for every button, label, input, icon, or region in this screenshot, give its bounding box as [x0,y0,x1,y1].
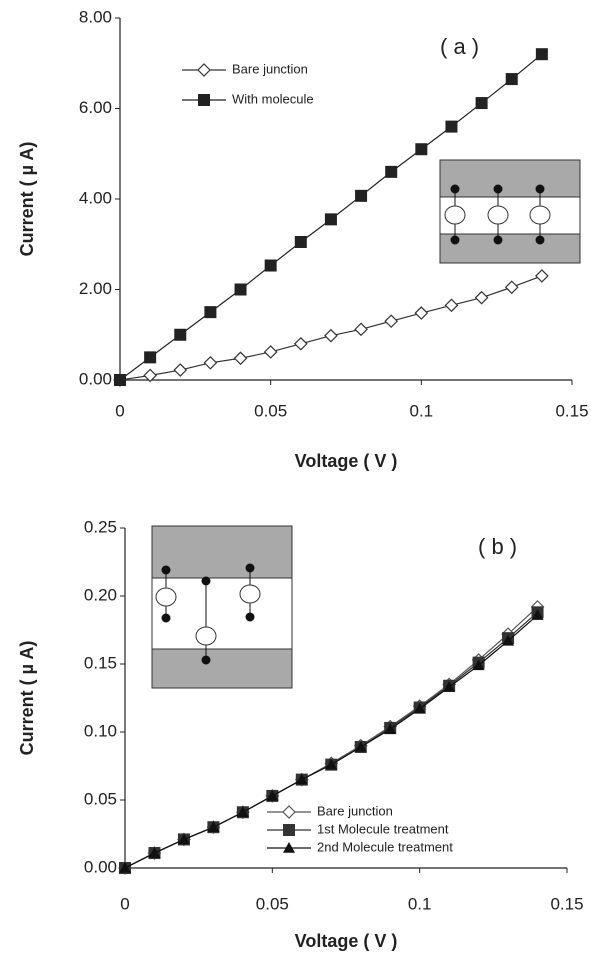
marker [472,659,485,671]
marker [445,120,458,133]
x-tick-label: 0.15 [550,894,583,913]
marker [264,259,277,272]
marker [174,328,187,341]
marker [444,298,459,313]
y-tick-label: 0.25 [84,517,117,536]
y-tick-label: 0.15 [84,653,117,672]
y-tick-label: 0.00 [84,857,117,876]
y-tick-label: 8.00 [79,7,112,26]
marker [474,290,489,305]
marker [504,280,519,295]
x-tick-label: 0.05 [256,894,289,913]
marker [148,847,161,858]
marker [263,345,278,359]
legend-marker [283,842,295,853]
marker [531,609,544,620]
inset-b [151,525,293,689]
marker [266,789,279,801]
marker [535,48,548,61]
y-tick-label: 4.00 [79,188,112,207]
marker [414,306,429,320]
marker [204,306,217,319]
marker [173,363,188,377]
x-tick-label: 0.15 [555,401,588,420]
marker [325,758,338,770]
marker [385,165,398,178]
marker [443,681,456,692]
marker [413,702,426,714]
legend-label: With molecule [232,91,314,106]
y-tick-label: 0.00 [79,369,112,388]
marker [384,723,397,735]
series-line [119,275,543,381]
marker [324,213,337,226]
annotation: ( a ) [440,34,479,59]
x-tick-label: 0.05 [254,401,287,420]
y-tick-label: 0.05 [84,789,117,808]
marker [354,322,368,337]
legend-label: 1st Molecule treatment [317,821,449,836]
x-tick-label: 0 [120,894,129,913]
marker [502,634,515,646]
legend-marker [282,805,296,819]
marker [295,773,308,785]
y-tick-label: 6.00 [79,98,112,117]
x-tick-label: 0.1 [408,894,432,913]
marker [234,283,247,296]
x-axis-label: Voltage ( V ) [295,931,398,951]
marker [535,269,549,283]
marker [233,351,248,366]
y-axis-label: Current ( µ A) [17,641,37,756]
marker [144,351,157,364]
marker [505,73,518,86]
legend-marker [197,63,211,77]
marker [207,821,220,832]
legend-label: Bare junction [317,803,393,818]
marker [119,862,131,873]
marker [475,97,488,110]
y-tick-label: 0.10 [84,721,117,740]
marker [384,314,399,329]
legend-marker [283,824,295,836]
x-tick-label: 0.1 [410,401,434,420]
marker [354,740,367,752]
marker [324,328,338,343]
marker [236,806,249,818]
marker [415,143,428,156]
legend-label: 2nd Molecule treatment [317,839,453,854]
marker [293,336,308,351]
y-tick-label: 0.20 [84,585,117,604]
marker [143,368,157,383]
y-tick-label: 2.00 [79,279,112,298]
marker [177,833,190,845]
y-axis-label: Current ( µ A) [17,142,37,257]
legend-label: Bare junction [232,61,308,76]
inset-a [439,159,581,264]
marker [203,355,218,370]
x-tick-label: 0 [115,401,124,420]
annotation: ( b ) [478,534,517,559]
x-axis-label: Voltage ( V ) [295,451,398,471]
marker [355,189,368,202]
marker [114,374,126,386]
marker [294,235,307,248]
legend-marker [198,94,210,106]
